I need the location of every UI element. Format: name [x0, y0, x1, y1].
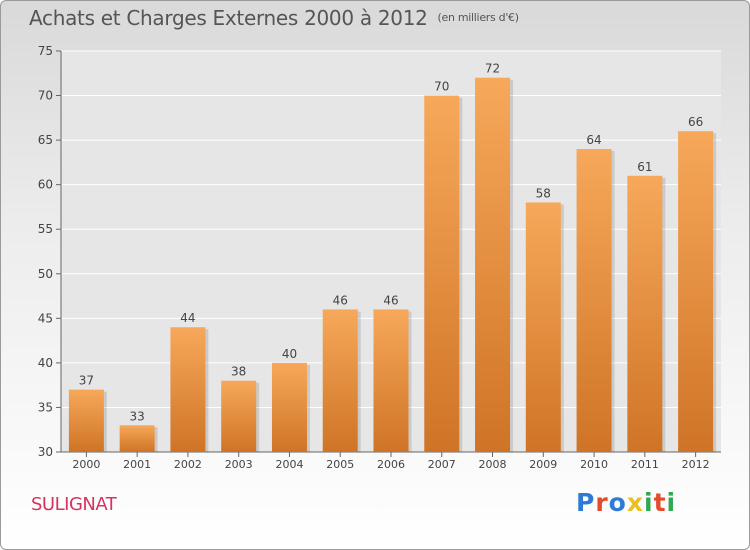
ytick-label-75: 75: [38, 44, 53, 58]
data-label-2005: 46: [333, 293, 348, 307]
bar-2000: [68, 389, 104, 452]
title-text: Achats et Charges Externes 2000 à 2012: [29, 6, 428, 30]
logo-letter: P: [576, 488, 596, 517]
data-label-2011: 61: [637, 160, 652, 174]
ytick-label-50: 50: [38, 267, 53, 281]
bar-2001: [119, 425, 155, 452]
data-label-2003: 38: [231, 365, 246, 379]
data-label-2012: 66: [688, 115, 703, 129]
ytick-label-60: 60: [38, 178, 53, 192]
data-label-2004: 40: [282, 347, 297, 361]
bar-2012: [678, 131, 714, 452]
logo-letter: r: [595, 488, 609, 517]
ytick-label-65: 65: [38, 133, 53, 147]
unit-note: (en milliers d'€): [437, 11, 519, 24]
ytick-label-30: 30: [38, 445, 53, 459]
bars: [68, 77, 717, 453]
xtick-label-2002: 2002: [174, 458, 202, 471]
bar-2008: [475, 77, 511, 452]
data-label-2007: 70: [434, 80, 449, 94]
proxiti-logo: Proxiti: [576, 488, 676, 517]
xtick-label-2001: 2001: [123, 458, 151, 471]
xtick-label-2009: 2009: [529, 458, 557, 471]
xtick-label-2010: 2010: [580, 458, 608, 471]
xtick-label-2012: 2012: [682, 458, 710, 471]
xtick-label-2004: 2004: [275, 458, 303, 471]
data-label-2006: 46: [383, 293, 398, 307]
bar-2007: [424, 95, 460, 453]
xtick-label-2011: 2011: [631, 458, 659, 471]
chart-title: Achats et Charges Externes 2000 à 2012 (e…: [29, 6, 519, 30]
xtick-label-2006: 2006: [377, 458, 405, 471]
bar-2004: [271, 362, 307, 452]
bar-2002: [170, 327, 206, 452]
logo-letter: x: [626, 488, 644, 517]
ytick-label-70: 70: [38, 89, 53, 103]
xtick-label-2000: 2000: [72, 458, 100, 471]
bar-2010: [576, 149, 612, 452]
commune-name: SULIGNAT: [31, 494, 117, 515]
xtick-label-2005: 2005: [326, 458, 354, 471]
xtick-label-2003: 2003: [225, 458, 253, 471]
logo-letter: i: [666, 488, 677, 517]
bar-2011: [627, 175, 663, 452]
logo-letter: o: [608, 488, 627, 517]
ytick-label-40: 40: [38, 356, 53, 370]
xtick-label-2007: 2007: [428, 458, 456, 471]
ytick-label-55: 55: [38, 222, 53, 236]
bar-2003: [221, 380, 257, 452]
logo-letter: t: [653, 488, 667, 517]
logo-letter: i: [644, 488, 654, 517]
data-label-2009: 58: [536, 186, 551, 200]
data-label-2000: 37: [79, 374, 94, 388]
data-label-2008: 72: [485, 62, 500, 76]
ytick-label-45: 45: [38, 311, 53, 325]
bar-2006: [373, 309, 409, 452]
xtick-label-2008: 2008: [479, 458, 507, 471]
ytick-label-35: 35: [38, 400, 53, 414]
data-label-2001: 33: [130, 409, 145, 423]
labels: 30 35 40 45 50 55 60 65 70 75 37 2000 33 2001 44 2002 38…: [38, 44, 710, 471]
bar-2005: [322, 309, 358, 452]
bar-2009: [525, 202, 561, 452]
data-label-2002: 44: [180, 311, 195, 325]
data-label-2010: 64: [586, 133, 601, 147]
